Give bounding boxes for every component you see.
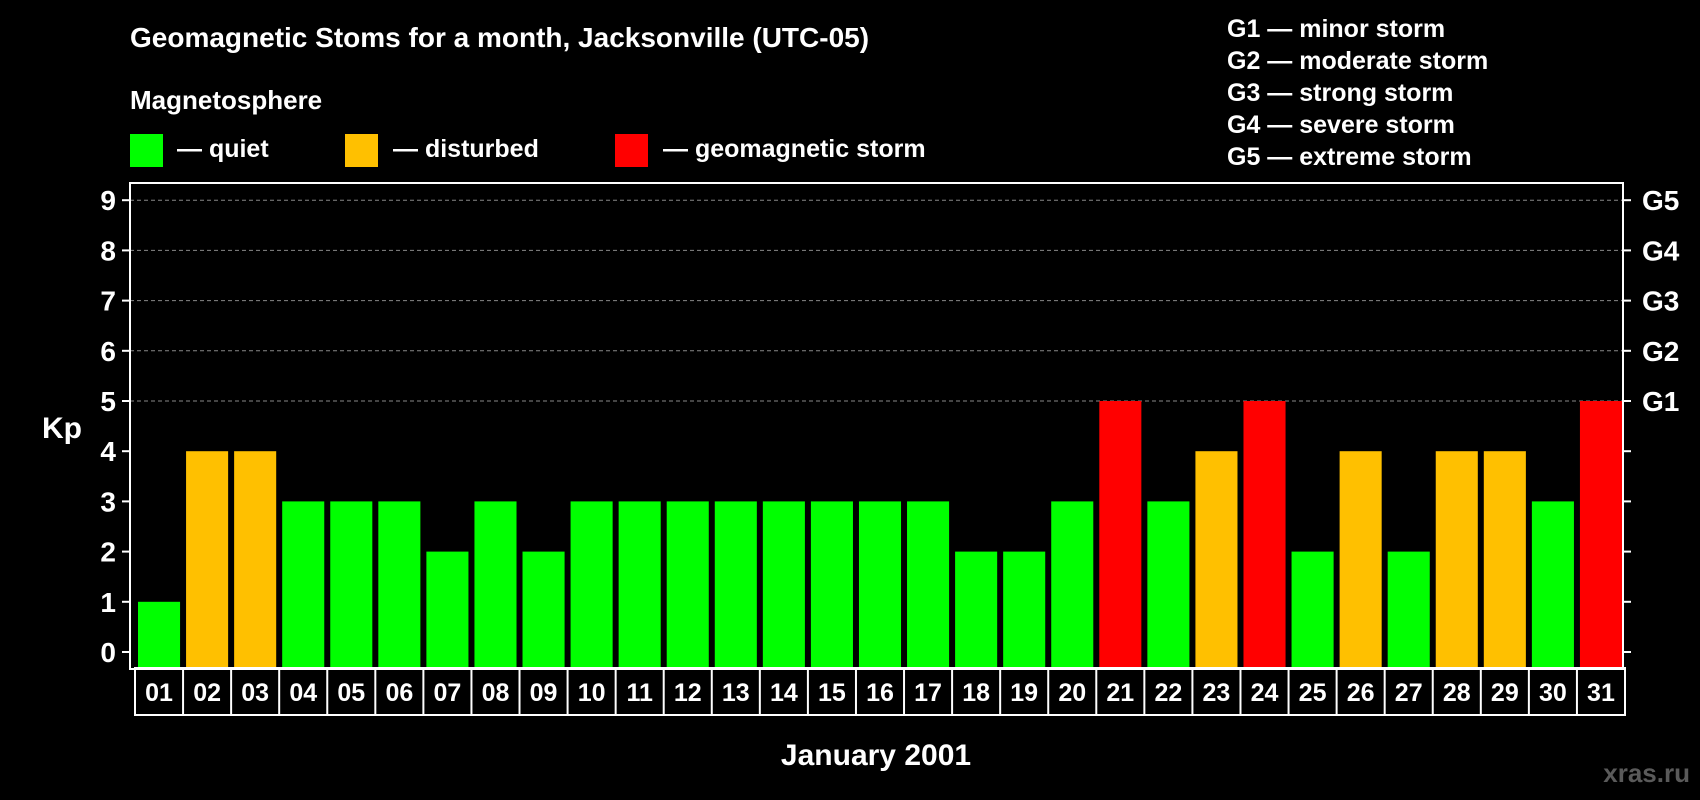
bar-day-30 bbox=[1531, 501, 1574, 667]
x-tick-label-04: 04 bbox=[289, 679, 317, 707]
bar-day-05 bbox=[330, 501, 373, 667]
x-tick-label-17: 17 bbox=[914, 679, 942, 707]
x-tick-label-02: 02 bbox=[193, 679, 221, 707]
x-tick-label-14: 14 bbox=[770, 679, 798, 707]
y-tick-label-7: 7 bbox=[100, 286, 116, 317]
bar-day-22 bbox=[1147, 501, 1190, 667]
x-tick-label-07: 07 bbox=[434, 679, 462, 707]
x-tick-label-26: 26 bbox=[1347, 679, 1375, 707]
x-tick-label-29: 29 bbox=[1491, 679, 1519, 707]
bar-day-12 bbox=[666, 501, 709, 667]
x-tick-label-10: 10 bbox=[578, 679, 606, 707]
x-tick-label-11: 11 bbox=[626, 679, 653, 707]
x-tick-label-15: 15 bbox=[818, 679, 846, 707]
right-tick-label-G2: G2 bbox=[1642, 336, 1679, 367]
bar-day-06 bbox=[378, 501, 421, 667]
legend-swatch-storm bbox=[615, 134, 648, 167]
bar-day-24 bbox=[1243, 401, 1286, 667]
bar-day-25 bbox=[1291, 551, 1334, 667]
legend-label-storm: — geomagnetic storm bbox=[663, 135, 926, 163]
x-label-frame bbox=[134, 667, 1626, 716]
y-tick-label-9: 9 bbox=[100, 185, 116, 216]
y-tick-label-0: 0 bbox=[100, 637, 116, 668]
storm-scale-g1: G1 — minor storm bbox=[1227, 15, 1445, 43]
bar-day-28 bbox=[1435, 451, 1478, 667]
x-tick-label-31: 31 bbox=[1587, 679, 1615, 707]
bar-day-08 bbox=[474, 501, 517, 667]
x-tick-label-03: 03 bbox=[241, 679, 269, 707]
y-tick-label-3: 3 bbox=[100, 486, 116, 517]
x-tick-label-12: 12 bbox=[674, 679, 702, 707]
x-tick-label-06: 06 bbox=[385, 679, 413, 707]
bar-day-16 bbox=[858, 501, 902, 667]
right-tick-label-G5: G5 bbox=[1642, 185, 1679, 216]
bar-day-17 bbox=[907, 501, 950, 667]
bar-day-29 bbox=[1483, 451, 1526, 667]
x-tick-label-22: 22 bbox=[1154, 679, 1182, 707]
x-tick-label-25: 25 bbox=[1299, 679, 1327, 707]
x-tick-label-24: 24 bbox=[1251, 679, 1279, 707]
x-tick-label-05: 05 bbox=[337, 679, 365, 707]
storm-scale-g5: G5 — extreme storm bbox=[1227, 143, 1472, 171]
x-tick-label-01: 01 bbox=[145, 679, 173, 707]
storm-scale-g4: G4 — severe storm bbox=[1227, 111, 1455, 139]
y-tick-label-4: 4 bbox=[100, 436, 116, 467]
y-axis-label: Kp bbox=[42, 412, 82, 445]
x-tick-label-13: 13 bbox=[722, 679, 750, 707]
x-tick-label-16: 16 bbox=[866, 679, 894, 707]
bar-day-26 bbox=[1339, 451, 1382, 667]
bar-day-03 bbox=[234, 451, 277, 667]
y-tick-label-2: 2 bbox=[100, 537, 116, 568]
x-tick-label-21: 21 bbox=[1106, 679, 1134, 707]
x-tick-label-23: 23 bbox=[1203, 679, 1231, 707]
x-tick-label-09: 09 bbox=[530, 679, 558, 707]
x-tick-label-30: 30 bbox=[1539, 679, 1567, 707]
y-tick-label-6: 6 bbox=[100, 336, 116, 367]
bar-day-21 bbox=[1099, 401, 1142, 667]
legend-label-disturbed: — disturbed bbox=[393, 135, 539, 163]
bar-day-11 bbox=[618, 501, 661, 667]
bar-day-31 bbox=[1579, 401, 1622, 667]
bar-day-19 bbox=[1003, 551, 1046, 667]
storm-scale-g3: G3 — strong storm bbox=[1227, 79, 1453, 107]
x-tick-label-28: 28 bbox=[1443, 679, 1471, 707]
bar-day-15 bbox=[810, 501, 853, 667]
bar-day-20 bbox=[1051, 501, 1094, 667]
bar-day-07 bbox=[426, 551, 469, 667]
y-tick-label-5: 5 bbox=[100, 386, 116, 417]
right-tick-label-G4: G4 bbox=[1642, 235, 1680, 266]
x-tick-label-18: 18 bbox=[962, 679, 990, 707]
bar-day-14 bbox=[762, 501, 805, 667]
storm-scale-g2: G2 — moderate storm bbox=[1227, 47, 1488, 75]
bar-day-01 bbox=[138, 601, 181, 667]
x-tick-label-20: 20 bbox=[1058, 679, 1086, 707]
bar-day-13 bbox=[714, 501, 757, 667]
watermark: xras.ru bbox=[1603, 758, 1690, 788]
legend-label-quiet: — quiet bbox=[177, 135, 269, 163]
bar-day-10 bbox=[570, 501, 613, 667]
x-tick-label-27: 27 bbox=[1395, 679, 1423, 707]
y-tick-label-1: 1 bbox=[100, 587, 116, 618]
x-tick-label-08: 08 bbox=[482, 679, 510, 707]
x-tick-label-19: 19 bbox=[1010, 679, 1038, 707]
bar-day-23 bbox=[1195, 451, 1238, 667]
right-tick-label-G3: G3 bbox=[1642, 286, 1679, 317]
bar-day-02 bbox=[186, 451, 229, 667]
legend-swatch-quiet bbox=[130, 134, 163, 167]
x-axis-label: January 2001 bbox=[781, 739, 971, 772]
bar-day-09 bbox=[522, 551, 565, 667]
chart-title: Geomagnetic Stoms for a month, Jacksonvi… bbox=[130, 22, 869, 53]
bar-day-04 bbox=[282, 501, 325, 667]
legend-heading: Magnetosphere bbox=[130, 85, 322, 115]
bar-day-27 bbox=[1387, 551, 1430, 667]
bar-day-18 bbox=[955, 551, 998, 667]
y-tick-label-8: 8 bbox=[100, 235, 116, 266]
right-tick-label-G1: G1 bbox=[1642, 386, 1679, 417]
legend-swatch-disturbed bbox=[345, 134, 378, 167]
